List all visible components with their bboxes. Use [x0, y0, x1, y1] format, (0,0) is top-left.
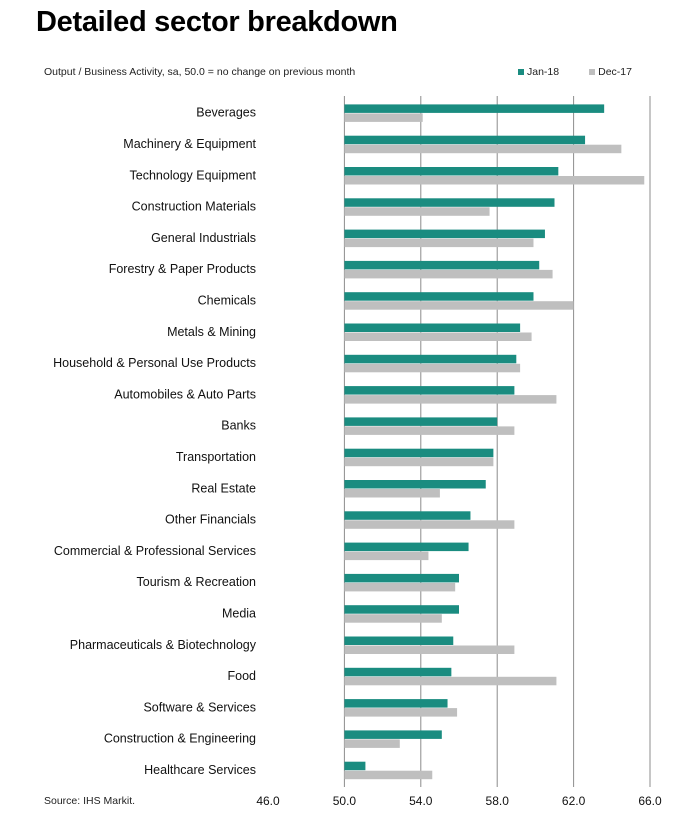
- bar-jan18: [344, 198, 555, 207]
- bar-jan18: [344, 386, 515, 395]
- bar-dec17: [344, 739, 400, 748]
- bar-jan18: [344, 730, 442, 739]
- category-label: Household & Personal Use Products: [53, 356, 256, 370]
- bar-jan18: [344, 511, 471, 520]
- bar-dec17: [344, 238, 534, 248]
- category-label: Automobiles & Auto Parts: [114, 387, 256, 401]
- category-label: Metals & Mining: [167, 325, 256, 339]
- bar-jan18: [344, 636, 454, 645]
- category-label: Technology Equipment: [130, 168, 257, 182]
- bar-jan18: [344, 229, 545, 239]
- category-label: Beverages: [196, 106, 256, 120]
- category-label: Other Financials: [165, 513, 256, 527]
- bar-dec17: [344, 301, 574, 310]
- bar-jan18: [344, 292, 534, 301]
- bar-dec17: [344, 614, 442, 623]
- category-label: Real Estate: [191, 481, 256, 495]
- x-tick-label: 62.0: [562, 794, 586, 808]
- x-tick-label: 54.0: [409, 794, 433, 808]
- category-label: Banks: [221, 419, 256, 433]
- bar-dec17: [344, 457, 494, 467]
- bar-jan18: [344, 761, 366, 771]
- category-label: Transportation: [176, 450, 256, 464]
- legend-item-jan18: Jan-18: [518, 66, 559, 78]
- bar-jan18: [344, 104, 605, 113]
- source-note: Source: IHS Markit.: [44, 795, 136, 807]
- category-label: Pharmaceuticals & Biotechnology: [70, 638, 257, 652]
- bar-dec17: [344, 489, 440, 498]
- category-label: Forestry & Paper Products: [109, 262, 256, 276]
- x-tick-label: 50.0: [333, 794, 357, 808]
- bar-jan18: [344, 135, 586, 145]
- category-label: Healthcare Services: [144, 763, 256, 777]
- bar-jan18: [344, 354, 517, 364]
- bar-dec17: [344, 582, 456, 592]
- bar-dec17: [344, 395, 557, 404]
- bar-dec17: [344, 520, 515, 529]
- bar-dec17: [344, 770, 433, 780]
- bar-jan18: [344, 323, 521, 332]
- legend-item-dec17: Dec-17: [589, 66, 632, 78]
- bar-jan18: [344, 699, 448, 708]
- bar-dec17: [344, 426, 515, 435]
- x-tick-label: 58.0: [486, 794, 510, 808]
- bar-jan18: [344, 260, 540, 270]
- bar-dec17: [344, 363, 521, 373]
- category-label: Tourism & Recreation: [137, 575, 257, 589]
- bar-jan18: [344, 448, 494, 458]
- bar-dec17: [344, 176, 645, 185]
- bar-dec17: [344, 144, 622, 154]
- bar-jan18: [344, 167, 559, 176]
- bar-dec17: [344, 676, 557, 686]
- category-label: Food: [228, 669, 257, 683]
- x-tick-label: 66.0: [638, 794, 662, 808]
- bar-dec17: [344, 207, 490, 216]
- bar-dec17: [344, 708, 458, 717]
- legend-label-dec17: Dec-17: [598, 66, 632, 78]
- category-label: Software & Services: [143, 700, 256, 714]
- category-label: Construction & Engineering: [104, 732, 256, 746]
- category-label: Construction Materials: [132, 200, 256, 214]
- bar-dec17: [344, 645, 515, 654]
- category-label: Chemicals: [198, 293, 256, 307]
- x-tick-label: 46.0: [256, 794, 280, 808]
- category-label: Machinery & Equipment: [123, 137, 256, 151]
- bar-dec17: [344, 332, 532, 341]
- category-label: Commercial & Professional Services: [54, 544, 256, 558]
- bar-jan18: [344, 542, 469, 552]
- bar-jan18: [344, 573, 459, 583]
- chart-title: Detailed sector breakdown: [36, 6, 398, 38]
- legend-swatch-dec17: [589, 69, 596, 75]
- bar-dec17: [344, 113, 423, 122]
- bar-jan18: [344, 667, 452, 677]
- category-label: General Industrials: [151, 231, 256, 245]
- bar-dec17: [344, 551, 429, 561]
- bar-jan18: [344, 605, 459, 614]
- chart-subtitle: Output / Business Activity, sa, 50.0 = n…: [44, 66, 356, 78]
- bar-jan18: [344, 480, 486, 489]
- bar-dec17: [344, 269, 553, 279]
- legend: Jan-18 Dec-17: [518, 66, 662, 78]
- category-label: Media: [222, 606, 256, 620]
- bar-jan18: [344, 417, 498, 426]
- legend-label-jan18: Jan-18: [527, 66, 560, 78]
- legend-swatch-jan18: [518, 69, 524, 75]
